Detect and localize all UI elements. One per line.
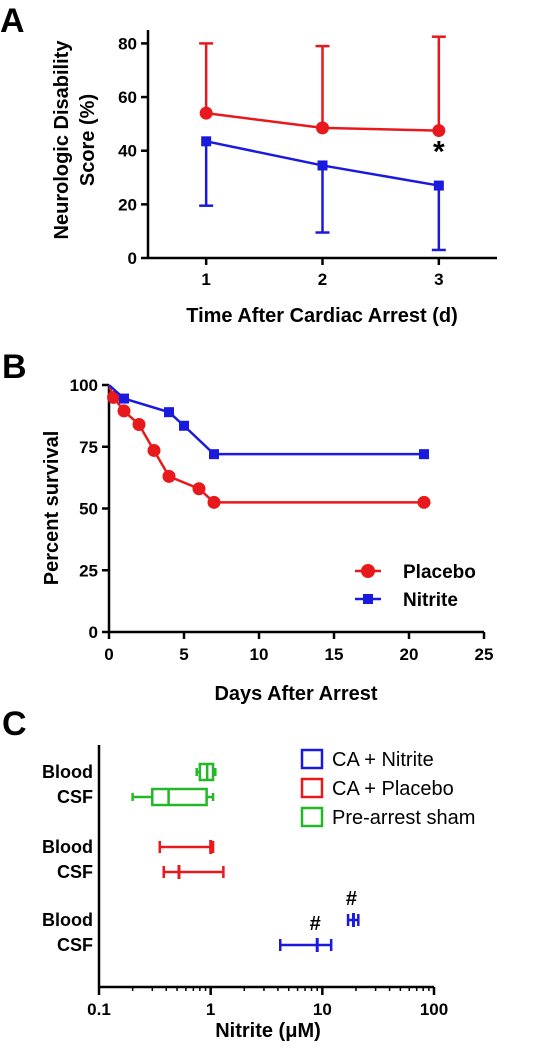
- panel-b-ytick-label: 50: [79, 500, 98, 519]
- panel-a-ylabel-line1: Neurologic Disability: [51, 40, 73, 240]
- panel-b-ytick-label: 25: [79, 561, 98, 580]
- panel-c-row-label: Blood: [42, 837, 93, 857]
- panel-c-legend-label: CA + Nitrite: [332, 749, 434, 771]
- panel-c-row-label: CSF: [57, 935, 93, 955]
- panel-c-letter: C: [2, 705, 27, 743]
- panel-a-xlabel: Time After Cardiac Arrest (d): [186, 305, 458, 327]
- panel-c-significance-mark: #: [346, 888, 357, 910]
- panel-b-xtick-label: 15: [325, 645, 344, 664]
- panel-b-point-placebo: [207, 495, 221, 509]
- panel-a-point: [317, 160, 328, 171]
- legend-marker-placebo: [361, 564, 375, 578]
- panel-c-box: [151, 787, 208, 807]
- panel-a-ylabel-line2: Score (%): [77, 94, 99, 186]
- panel-c-row-label: Blood: [42, 910, 93, 930]
- panel-b-point-nitrite: [179, 420, 189, 431]
- legend-label-placebo: Placebo: [403, 562, 476, 583]
- panel-c-row-label: CSF: [57, 787, 93, 807]
- panel-b-ytick-label: 75: [79, 438, 98, 457]
- panel-b-xtick-label: 5: [179, 645, 188, 664]
- panel-b-point-placebo: [162, 469, 176, 483]
- panel-b-series-line-nitrite: [108, 384, 424, 456]
- panel-b-point-nitrite: [119, 393, 129, 404]
- panel-c-legend-label: CA + Placebo: [332, 778, 454, 800]
- panel-a-xtick-label: 2: [318, 270, 327, 289]
- panel-b-series-line-placebo: [107, 384, 424, 504]
- panel-c-xtick-label: 100: [420, 1000, 448, 1019]
- panel-b-point-placebo: [192, 482, 206, 496]
- panel-c-row-label: Blood: [42, 762, 93, 782]
- panel-c-xtick-label: 10: [313, 1000, 332, 1019]
- panel-b-letter: B: [2, 348, 27, 386]
- panel-b-ylabel: Percent survival: [41, 431, 63, 586]
- panel-c-xlabel: Nitrite (μM): [215, 1020, 321, 1042]
- panel-b-xtick-label: 25: [475, 645, 494, 664]
- panel-a-chart: Neurologic Disability Score (%) Time Aft…: [51, 30, 497, 327]
- panel-b-point-placebo: [417, 495, 431, 509]
- panel-b-point-placebo: [117, 404, 131, 418]
- panel-a-point: [201, 136, 212, 147]
- legend-label-nitrite: Nitrite: [403, 590, 458, 611]
- panel-b-point-placebo: [132, 418, 146, 432]
- panel-a-significance-mark: *: [433, 135, 445, 168]
- panel-b-point-nitrite: [419, 449, 429, 460]
- panel-a-ytick-label: 0: [128, 249, 137, 268]
- panel-b-xtick-label: 20: [400, 645, 419, 664]
- panel-c-legend-swatch: [300, 806, 324, 828]
- panel-b-ytick-label: 0: [89, 623, 98, 642]
- panel-b-xtick-label: 0: [104, 645, 113, 664]
- panel-a-point: [433, 180, 444, 191]
- panel-a-point: [316, 121, 329, 135]
- panel-b-point-placebo: [147, 443, 161, 457]
- panel-a-xtick-label: 1: [201, 270, 210, 289]
- panel-c-xtick-label: 0.1: [87, 1000, 111, 1019]
- panel-a-point: [199, 106, 213, 120]
- panel-c-legend-swatch: [300, 777, 324, 799]
- panel-b-point-nitrite: [209, 449, 219, 460]
- panel-c-xtick-label: 1: [206, 1000, 215, 1019]
- panel-c-row-label: CSF: [57, 862, 93, 882]
- panel-c-legend-swatch: [300, 748, 324, 770]
- legend-marker-nitrite: [363, 594, 373, 604]
- panel-a-ytick-label: 20: [118, 195, 137, 214]
- panel-a-ytick-label: 60: [118, 88, 137, 107]
- panel-c-significance-mark: #: [310, 913, 321, 935]
- panel-b-xtick-label: 10: [250, 645, 269, 664]
- panel-a-ytick-label: 40: [118, 142, 137, 161]
- panel-a-letter: A: [0, 2, 25, 40]
- panel-a-point: [432, 124, 446, 138]
- panel-c-chart: Nitrite (μM) 0.1 1 10 100 Blood CSF Blood CSF Bl…: [42, 745, 475, 1042]
- panel-b-xlabel: Days After Arrest: [214, 683, 377, 705]
- panel-a-xtick-label: 3: [434, 270, 443, 289]
- panel-a-ytick-label: 80: [118, 34, 137, 53]
- panel-b-ytick-label: 100: [70, 376, 98, 395]
- panel-c-legend-label: Pre-arrest sham: [332, 807, 475, 829]
- panel-b-point-nitrite: [164, 407, 174, 418]
- panel-b-point-placebo: [107, 390, 120, 404]
- panel-b-chart: Percent survival Days After Arrest 02550…: [41, 376, 493, 705]
